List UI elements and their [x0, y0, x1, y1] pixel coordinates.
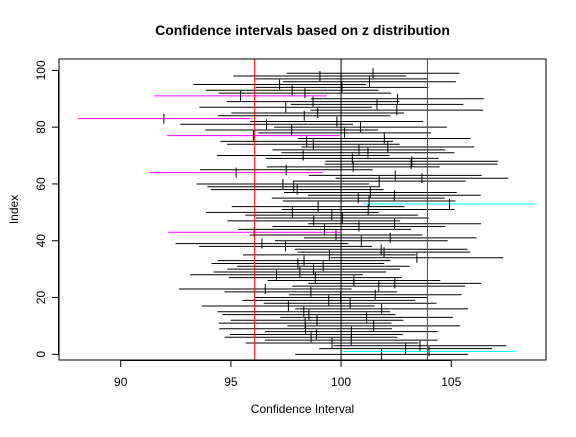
- x-axis: 90 95 100 105: [114, 360, 462, 389]
- y-axis-label: Index: [7, 195, 21, 224]
- x-axis-label: Confidence Interval: [251, 402, 354, 416]
- y-tick-label: 20: [34, 291, 48, 305]
- y-tick-label: 40: [34, 234, 48, 248]
- intervals-group: [77, 68, 536, 360]
- y-tick-label: 60: [34, 177, 48, 191]
- y-axis: 0 20 40 60 80 100: [34, 60, 59, 358]
- x-tick-label: 95: [224, 375, 238, 389]
- x-tick-label: 105: [441, 375, 461, 389]
- x-tick-label: 100: [331, 375, 351, 389]
- y-tick-label: 80: [34, 120, 48, 134]
- reference-lines-group: [254, 59, 428, 360]
- x-tick-label: 90: [114, 375, 128, 389]
- y-tick-label: 100: [34, 60, 48, 80]
- chart-title: Confidence intervals based on z distribu…: [155, 22, 450, 38]
- plot-frame: [58, 58, 547, 361]
- y-tick-label: 0: [34, 351, 48, 358]
